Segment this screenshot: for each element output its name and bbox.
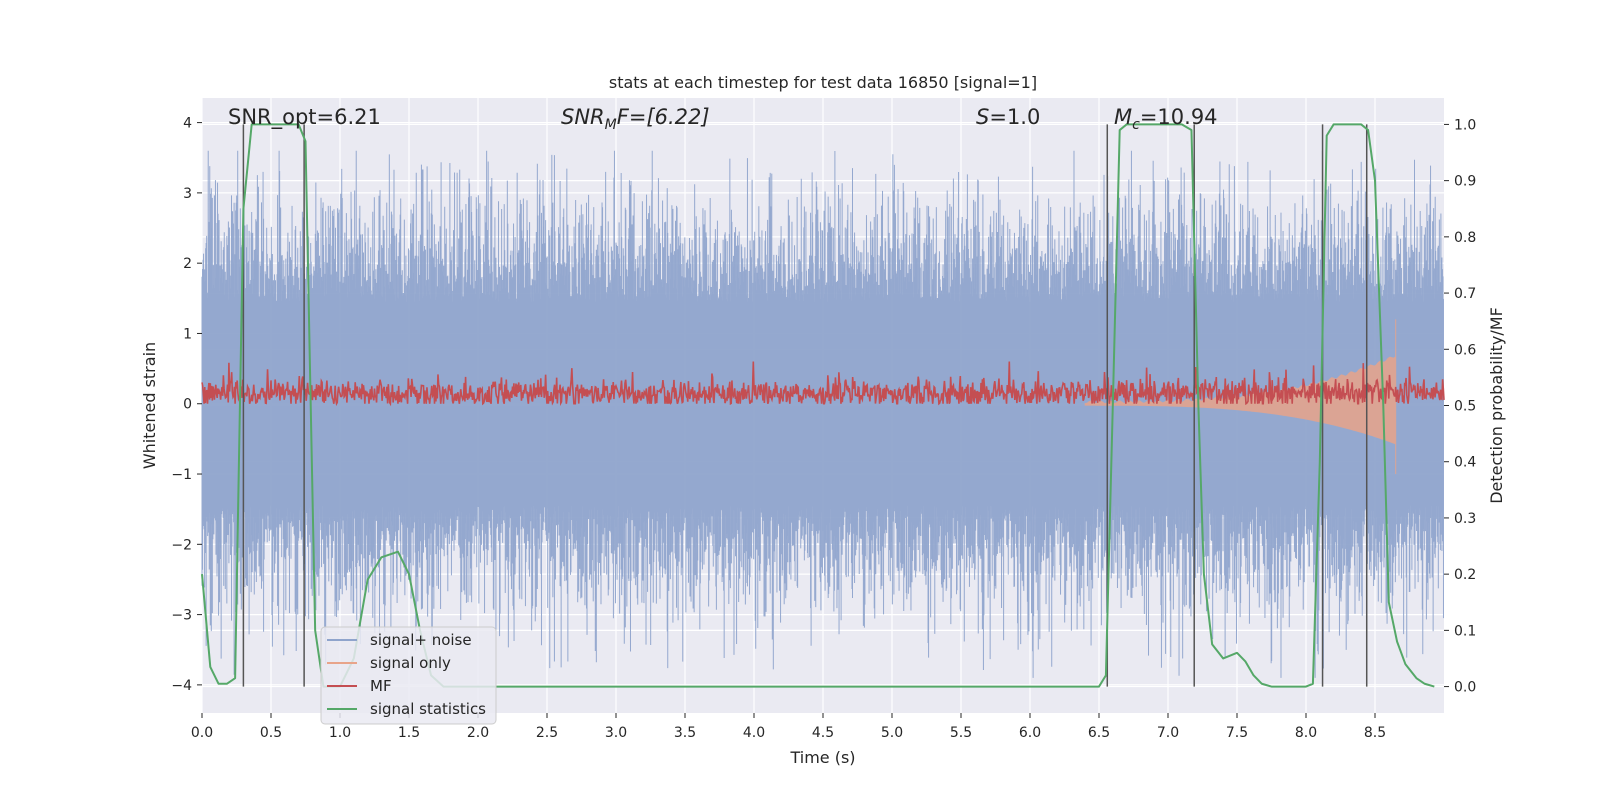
y2-tick-label: 0.9 (1454, 174, 1476, 190)
annotation-s-symbol: S (976, 105, 989, 129)
x-tick-label: 1.0 (329, 725, 351, 741)
y2-tick-label: 0.2 (1454, 567, 1476, 583)
x-tick-label: 2.0 (467, 725, 489, 741)
x-tick-label: 8.5 (1364, 725, 1386, 741)
x-tick-label: 5.5 (950, 725, 972, 741)
x-tick-label: 4.0 (743, 725, 765, 741)
annotation-s: S=1.0 (976, 105, 1040, 129)
x-tick-label: 7.0 (1157, 725, 1179, 741)
y-tick-label: −2 (171, 537, 192, 553)
legend-label-signal-statistics: signal statistics (370, 700, 486, 718)
tick-labels: 0.0 0.5 1.0 1.5 2.0 2.5 3.0 3.5 4.0 4.5 5.0 5.5 6.0 6… (171, 116, 1476, 741)
y2-tick-label: 1.0 (1454, 117, 1476, 133)
y2-tick-label: 0.6 (1454, 342, 1476, 358)
x-tick-label: 6.0 (1019, 725, 1041, 741)
data-layer (201, 123, 1445, 688)
annotation-s-value: =1.0 (989, 105, 1040, 129)
y-tick-label: 0 (183, 397, 192, 413)
legend-label-mf: MF (370, 677, 392, 695)
x-tick-label: 0.0 (191, 725, 213, 741)
legend-entry-signal-only: signal only (327, 654, 451, 672)
x-tick-label: 3.0 (605, 725, 627, 741)
y-tick-label: 2 (183, 256, 192, 272)
x-tick-label: 8.0 (1295, 725, 1317, 741)
x-tick-label: 0.5 (260, 725, 282, 741)
y-tick-label: 3 (183, 186, 192, 202)
y-axis-label: Whitened strain (140, 342, 159, 469)
annotation-snr-mf: SNRMF=[6.22] (561, 105, 710, 133)
x-tick-label: 7.5 (1226, 725, 1248, 741)
legend-label-signal-noise: signal+ noise (370, 631, 472, 649)
annotation-mc-subscript: c (1132, 117, 1140, 133)
annotation-snr-mf-subscript: M (605, 117, 617, 133)
x-tick-label: 3.5 (674, 725, 696, 741)
series-mf (201, 361, 1445, 407)
annotation-mc-symbol: M (1114, 105, 1132, 129)
x-tick-label: 5.0 (881, 725, 903, 741)
y2-tick-label: 0.4 (1454, 455, 1476, 471)
annotation-snr-mf-symbol: SNR (561, 105, 605, 129)
x-tick-label: 1.5 (398, 725, 420, 741)
y2-tick-label: 0.5 (1454, 399, 1476, 415)
legend-label-signal-only: signal only (370, 654, 451, 672)
x-axis-label: Time (s) (789, 748, 855, 767)
y2-tick-label: 0.8 (1454, 230, 1476, 246)
x-tick-label: 2.5 (536, 725, 558, 741)
annotation-mc-value: =10.94 (1140, 105, 1218, 129)
x-tick-label: 6.5 (1088, 725, 1110, 741)
y2-tick-label: 0.1 (1454, 623, 1476, 639)
legend-entry-signal-noise: signal+ noise (327, 631, 472, 649)
y-tick-label: −4 (171, 678, 192, 694)
series-signal-only (1084, 319, 1397, 474)
legend-box (320, 626, 497, 725)
annotation-snr-opt: SNR_opt=6.21 (228, 105, 381, 130)
y-tick-label: −3 (171, 608, 192, 624)
y2-tick-label: 0.0 (1454, 680, 1476, 696)
y2-axis-label: Detection probability/MF (1487, 307, 1506, 504)
annotation-mc: Mc=10.94 (1114, 105, 1218, 133)
legend-entry-signal-statistics: signal statistics (327, 700, 486, 718)
legend: signal+ noise signal only MF signal stat… (320, 626, 497, 725)
chart-title: stats at each timestep for test data 168… (609, 73, 1037, 92)
series-signal-statistics (201, 123, 1435, 688)
annotation-snr-mf-f: F=[6.22] (617, 105, 710, 129)
y2-tick-label: 0.3 (1454, 511, 1476, 527)
y-tick-label: 4 (183, 116, 192, 132)
y-tick-label: −1 (171, 467, 192, 483)
x-tick-label: 4.5 (812, 725, 834, 741)
y2-tick-label: 0.7 (1454, 286, 1476, 302)
y-tick-label: 1 (183, 326, 192, 342)
legend-entry-mf: MF (327, 677, 392, 695)
